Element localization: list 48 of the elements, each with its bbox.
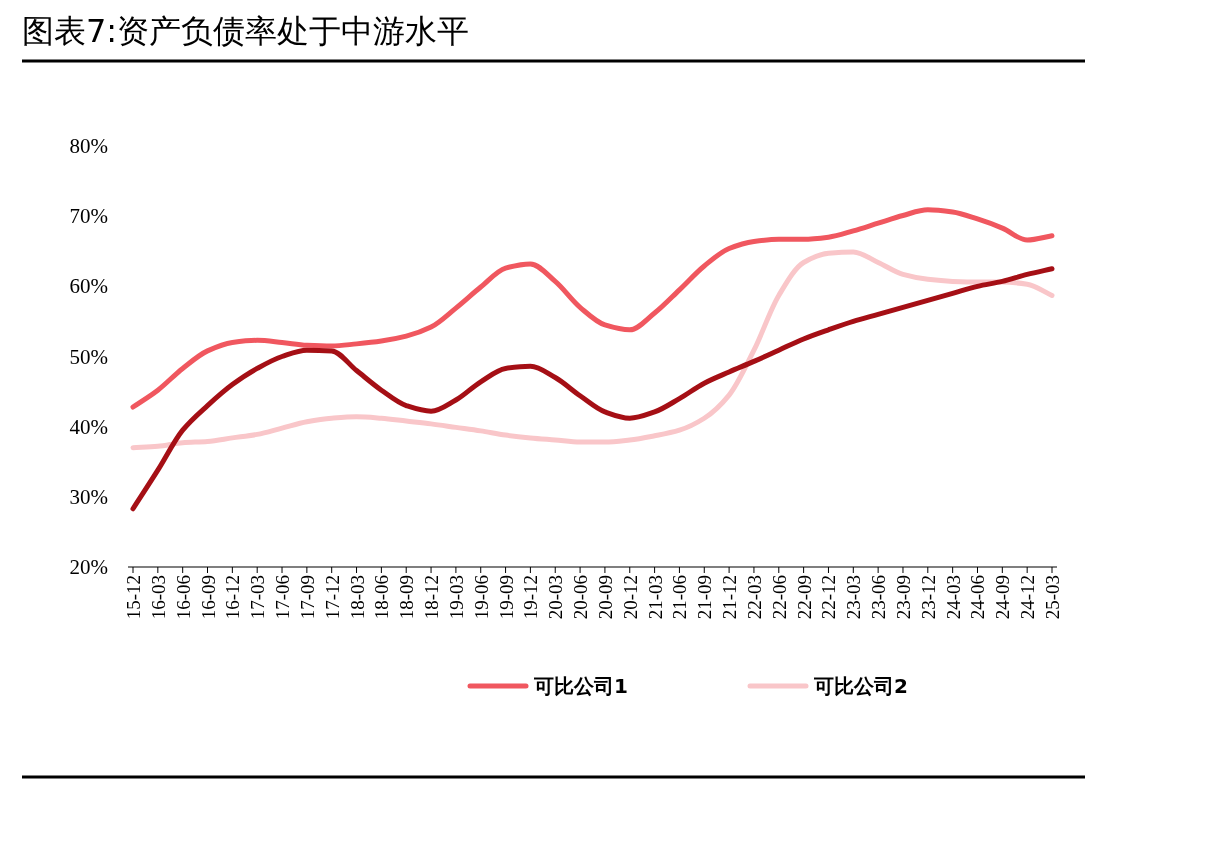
x-tick-label: 18-03 bbox=[346, 575, 368, 620]
x-tick-label: 17-09 bbox=[296, 575, 318, 620]
x-tick-label: 17-06 bbox=[272, 575, 294, 620]
y-tick-label: 80% bbox=[69, 134, 108, 158]
x-tick-label: 22-03 bbox=[743, 575, 765, 620]
y-tick-label: 30% bbox=[69, 484, 108, 509]
x-tick-label: 16-03 bbox=[147, 575, 169, 620]
x-tick-label: 20-09 bbox=[594, 575, 616, 620]
y-tick-label: 50% bbox=[69, 344, 108, 369]
x-tick-label: 16-09 bbox=[197, 575, 219, 620]
x-tick-label: 15-12 bbox=[123, 575, 144, 620]
x-tick-label: 23-06 bbox=[868, 575, 890, 620]
chart-title: 图表7:资产负债率处于中游水平 bbox=[22, 12, 470, 50]
x-tick-label: 24-09 bbox=[992, 575, 1014, 620]
x-tick-label: 23-03 bbox=[843, 575, 865, 620]
y-tick-label: 20% bbox=[69, 555, 108, 579]
x-tick-label: 17-12 bbox=[321, 575, 343, 620]
x-tick-label: 22-09 bbox=[793, 575, 815, 620]
x-tick-label: 20-03 bbox=[545, 575, 567, 620]
x-tick-label: 24-03 bbox=[942, 575, 964, 620]
x-tick-label: 22-06 bbox=[768, 575, 790, 620]
x-tick-label: 21-09 bbox=[694, 575, 716, 620]
x-tick-label: 21-03 bbox=[644, 575, 666, 620]
x-tick-label: 23-09 bbox=[892, 575, 914, 620]
y-tick-label: 70% bbox=[69, 204, 108, 229]
x-tick-label: 20-06 bbox=[570, 575, 592, 620]
y-tick-label: 60% bbox=[69, 274, 108, 299]
x-tick-label: 19-09 bbox=[495, 575, 517, 620]
x-tick-label: 21-06 bbox=[669, 575, 691, 620]
x-tick-label: 19-12 bbox=[520, 575, 542, 620]
y-tick-label: 40% bbox=[69, 414, 108, 439]
x-tick-label: 18-09 bbox=[396, 575, 418, 620]
x-tick-label: 16-12 bbox=[222, 575, 244, 620]
x-tick-label: 20-12 bbox=[619, 575, 641, 620]
x-tick-label: 17-03 bbox=[247, 575, 269, 620]
x-tick-label: 25-03 bbox=[1042, 575, 1063, 620]
legend-label: 可比公司2 bbox=[813, 674, 908, 698]
x-tick-label: 24-06 bbox=[967, 575, 989, 620]
x-tick-label: 24-12 bbox=[1017, 575, 1039, 620]
x-tick-label: 18-12 bbox=[421, 575, 443, 620]
x-tick-label: 19-03 bbox=[445, 575, 467, 620]
x-tick-label: 21-12 bbox=[719, 575, 741, 620]
x-tick-label: 23-12 bbox=[917, 575, 939, 620]
x-tick-label: 16-06 bbox=[172, 575, 194, 620]
x-tick-label: 22-12 bbox=[818, 575, 840, 620]
x-tick-label: 18-06 bbox=[371, 575, 393, 620]
x-tick-label: 19-06 bbox=[470, 575, 492, 620]
legend-label: 可比公司1 bbox=[533, 674, 628, 698]
